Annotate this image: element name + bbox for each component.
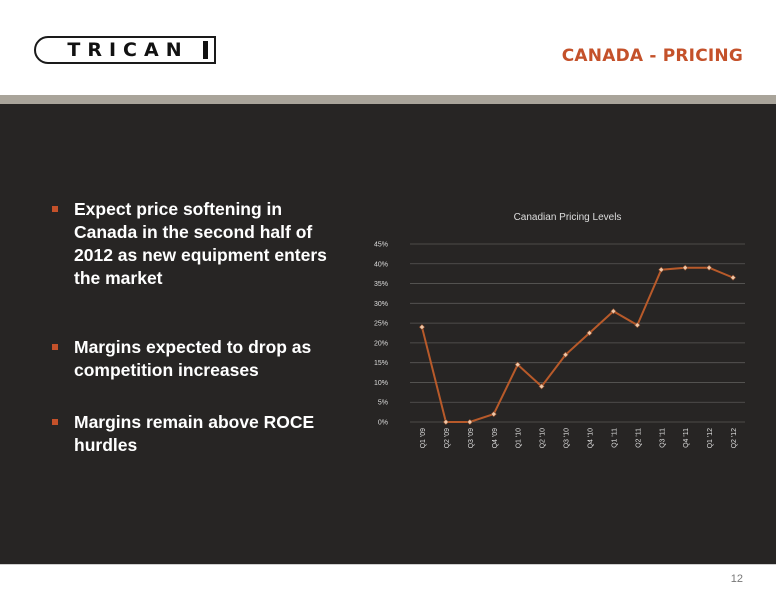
data-point <box>562 351 569 358</box>
y-tick-label: 40% <box>374 261 388 268</box>
x-tick-label: Q4 '10 <box>587 428 594 449</box>
y-tick-label: 25% <box>374 321 388 328</box>
series-line <box>420 266 734 423</box>
x-tick-label: Q4 '09 <box>492 428 499 449</box>
bullet-item-1: Expect price softening in Canada in the … <box>52 198 344 290</box>
y-tick-label: 30% <box>374 301 388 308</box>
pricing-line-chart: Canadian Pricing Levels 0% 5% 10% 15% 20% 25% 3… <box>374 212 745 449</box>
bullet-text: Expect price softening in Canada in the … <box>74 199 327 288</box>
y-tick-label: 10% <box>374 380 388 387</box>
page-number: 12 <box>730 573 743 585</box>
header-divider <box>0 95 776 104</box>
data-point <box>442 418 449 426</box>
x-tick-label: Q1 '10 <box>516 428 523 449</box>
data-point <box>730 274 737 281</box>
data-point <box>514 361 521 368</box>
y-tick-label: 45% <box>374 242 388 249</box>
x-tick-label: Q2 '12 <box>731 428 738 449</box>
y-tick-label: 20% <box>374 340 388 347</box>
y-tick-label: 15% <box>374 360 388 367</box>
bullet-text: Margins expected to drop as competition … <box>74 337 312 380</box>
data-point <box>418 324 425 331</box>
x-tick-label: Q3 '11 <box>659 428 666 448</box>
chart-title: Canadian Pricing Levels <box>514 212 622 223</box>
content-panel <box>0 104 776 564</box>
trican-logo: TRICAN <box>34 36 216 64</box>
data-point <box>706 264 713 271</box>
y-tick-label: 35% <box>374 281 388 288</box>
bullet-text: Margins remain above ROCE hurdles <box>74 412 315 455</box>
data-point <box>586 329 593 337</box>
slide-title: CANADA - PRICING <box>561 46 743 66</box>
bullet-square-icon <box>52 206 58 212</box>
x-tick-label: Q2 '10 <box>540 428 547 449</box>
data-point <box>538 383 545 390</box>
y-tick-label: 0% <box>378 420 388 427</box>
x-tick-label: Q1 '12 <box>707 428 714 449</box>
data-point <box>658 266 665 273</box>
data-point <box>466 418 473 426</box>
bullet-item-3: Margins remain above ROCE hurdles <box>52 411 344 457</box>
data-point <box>634 322 641 329</box>
header: TRICAN CANADA - PRICING <box>0 0 776 95</box>
data-point <box>490 411 497 418</box>
bullet-item-2: Margins expected to drop as competition … <box>52 336 344 382</box>
footer-divider <box>0 564 776 565</box>
x-tick-label: Q3 '09 <box>468 428 475 449</box>
bullet-square-icon <box>52 419 58 425</box>
data-point <box>682 264 689 271</box>
x-tick-label: Q1 '11 <box>611 428 618 448</box>
y-tick-label: 5% <box>378 400 388 407</box>
data-point <box>610 308 617 315</box>
x-tick-label: Q3 '10 <box>564 428 571 449</box>
logo-text: TRICAN <box>67 39 189 61</box>
x-tick-label: Q4 '11 <box>683 428 690 448</box>
logo-bar-mark <box>203 41 208 59</box>
bullet-square-icon <box>52 344 58 350</box>
x-tick-label: Q1 '09 <box>420 428 427 449</box>
x-tick-label: Q2 '09 <box>444 428 451 449</box>
x-tick-label: Q2 '11 <box>635 428 642 448</box>
